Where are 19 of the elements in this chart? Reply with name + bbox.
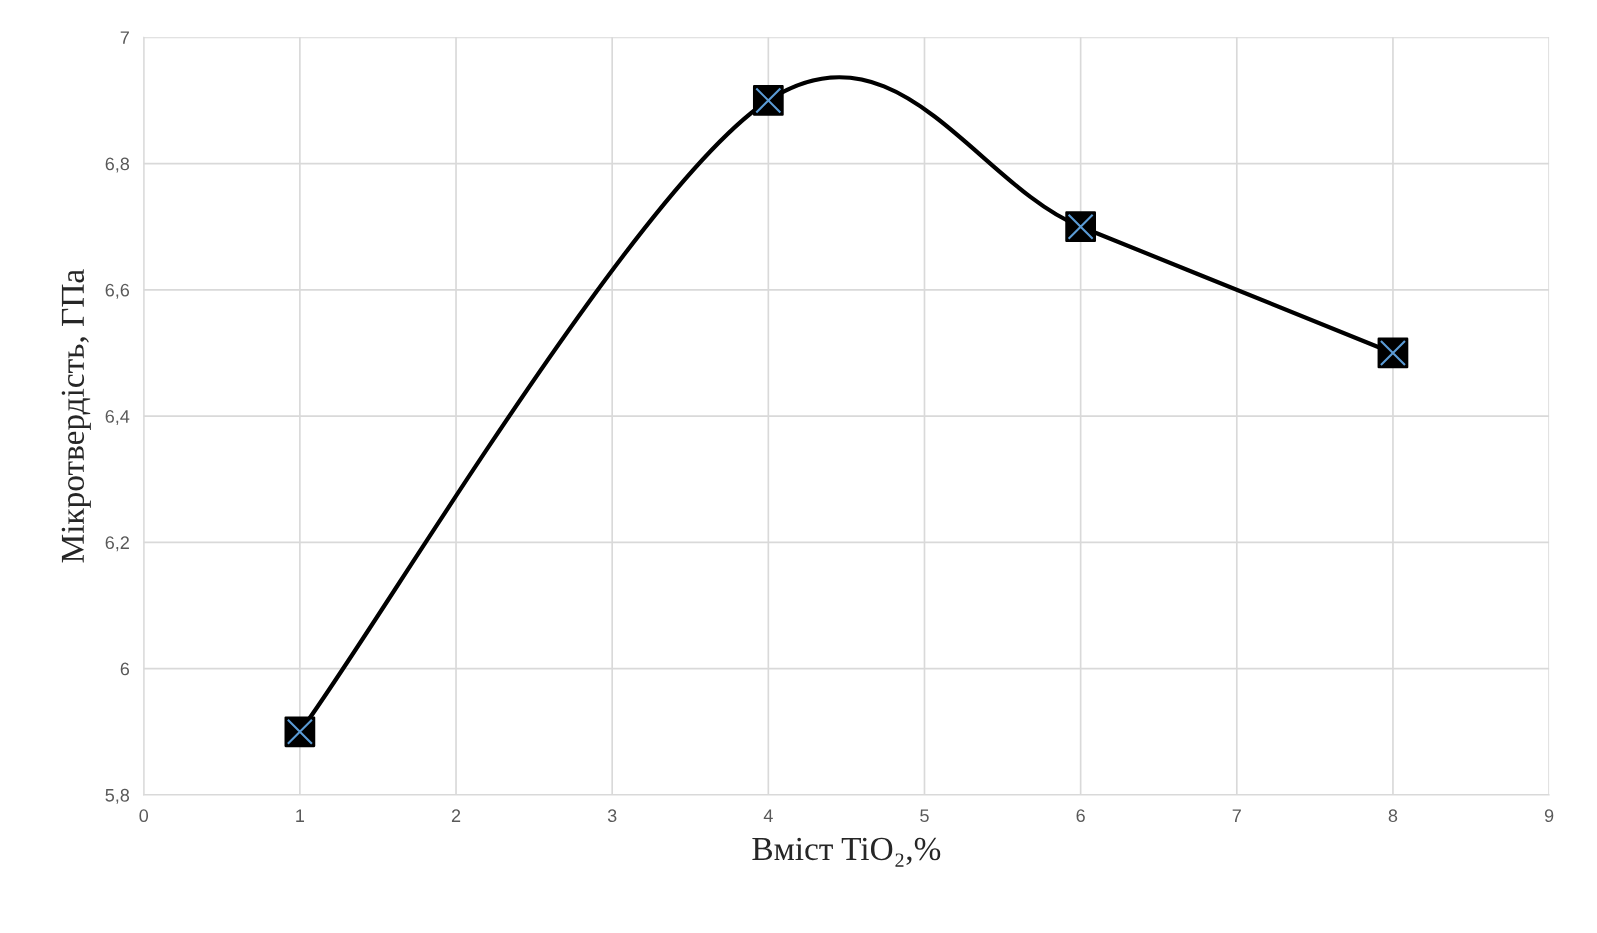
y-tick-label: 6,4 bbox=[105, 410, 130, 425]
y-tick-label: 6 bbox=[120, 662, 130, 676]
x-tick-label: 1 bbox=[296, 809, 305, 822]
x-tick-label: 5 bbox=[920, 809, 929, 823]
x-tick-label: 6 bbox=[1076, 809, 1085, 823]
y-tick-label: 6,8 bbox=[105, 157, 130, 173]
y-tick-label: 7 bbox=[120, 31, 129, 44]
x-tick-label: 7 bbox=[1232, 809, 1241, 822]
x-tick-label: 0 bbox=[139, 809, 149, 823]
y-tick-label: 6,2 bbox=[105, 536, 129, 552]
x-tick-label: 9 bbox=[1544, 809, 1554, 823]
y-tick-label: 6,6 bbox=[105, 283, 130, 299]
x-tick-label: 8 bbox=[1388, 809, 1398, 823]
x-tick-label: 4 bbox=[763, 809, 773, 822]
y-tick-label: 5,8 bbox=[105, 788, 130, 804]
x-tick-label: 2 bbox=[451, 809, 461, 822]
y-axis-title: Мікротвердість, ГПа bbox=[61, 269, 91, 563]
x-axis-title: Вміст TiO₂,% bbox=[752, 837, 941, 867]
x-tick-label: 3 bbox=[607, 809, 617, 823]
